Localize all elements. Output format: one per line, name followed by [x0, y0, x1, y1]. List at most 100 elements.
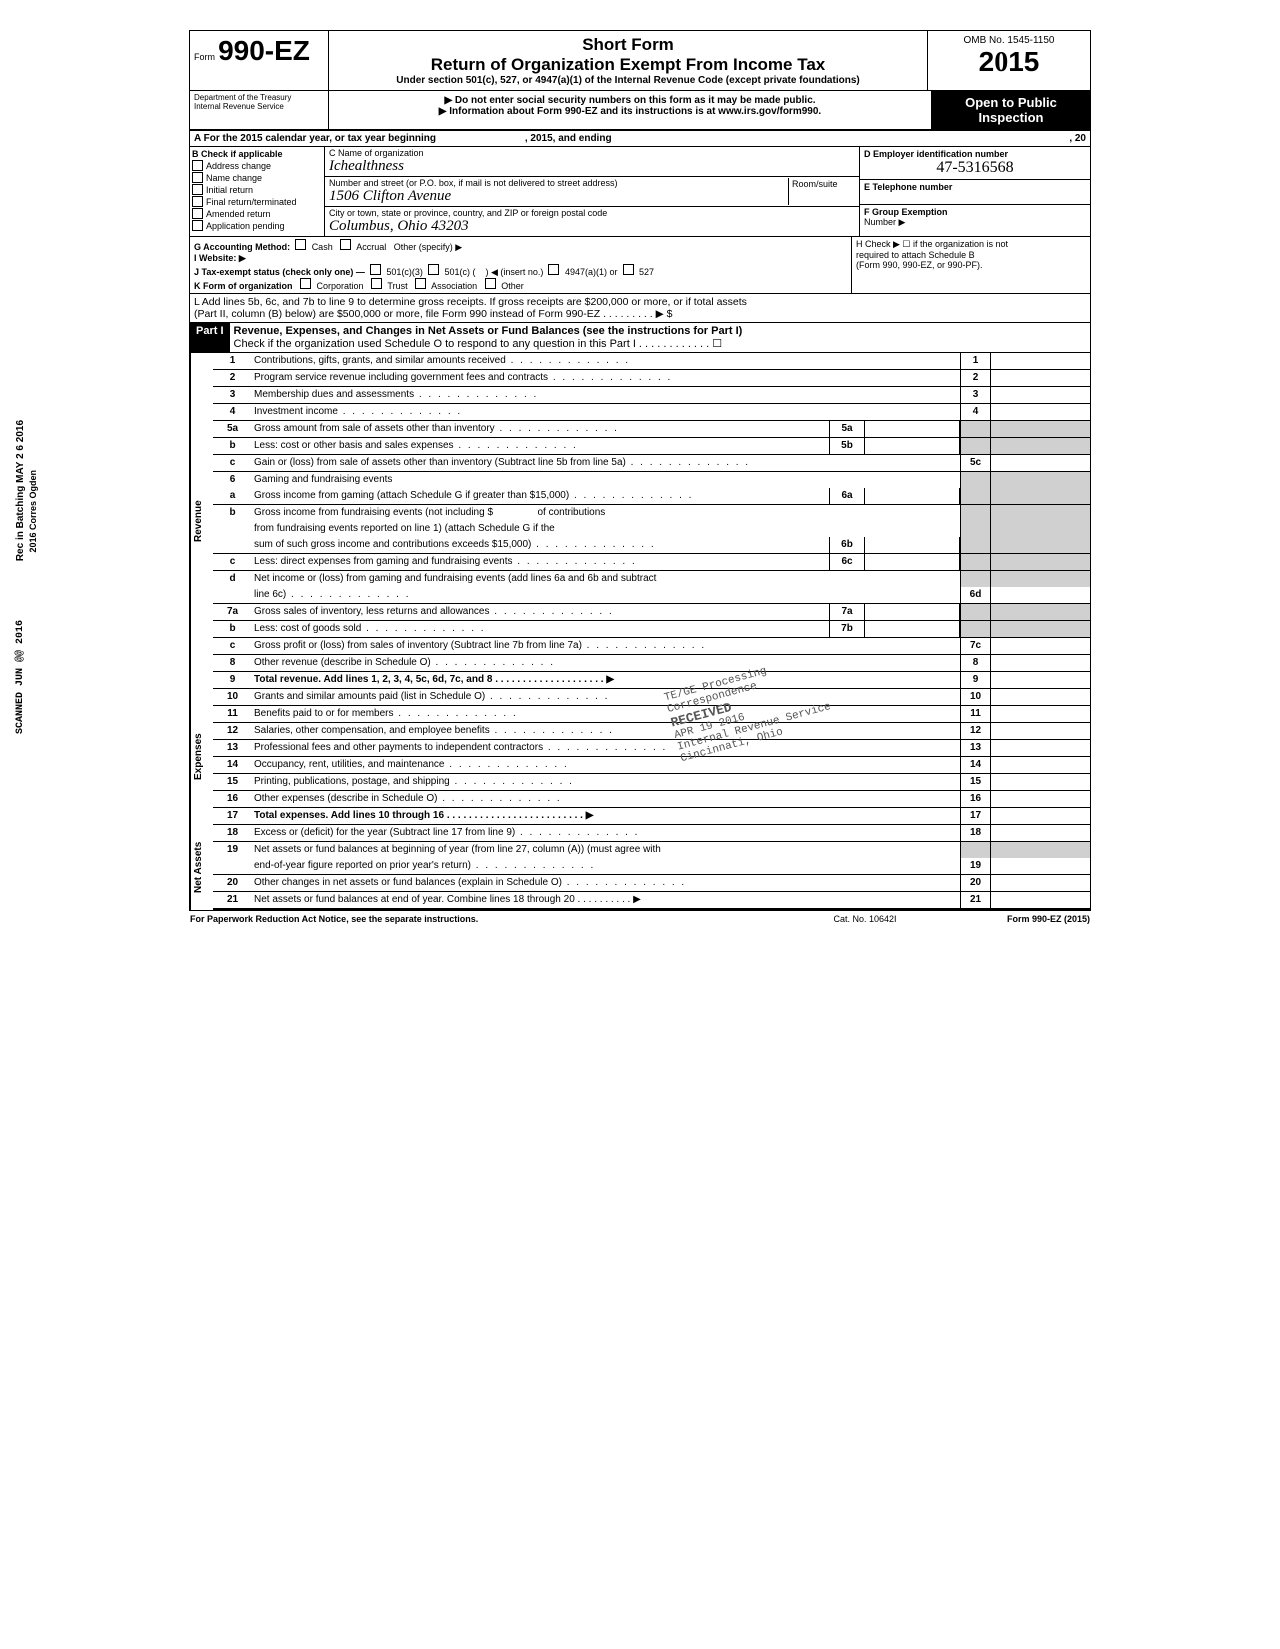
cb-application-pending[interactable]: Application pending	[192, 220, 322, 231]
notice1: ▶ Do not enter social security numbers o…	[333, 95, 927, 106]
subtitle: Under section 501(c), 527, or 4947(a)(1)…	[333, 75, 923, 86]
tax-year: 20201515	[934, 46, 1084, 79]
section-a-left: A For the 2015 calendar year, or tax yea…	[194, 133, 436, 144]
line-2: Program service revenue including govern…	[252, 370, 960, 386]
return-title: Return of Organization Exempt From Incom…	[333, 55, 923, 75]
notice-box: ▶ Do not enter social security numbers o…	[329, 91, 931, 129]
f-label: F Group Exemption	[864, 207, 1086, 217]
b-header: B Check if applicable	[192, 149, 322, 159]
short-form-label: Short Form	[333, 35, 923, 55]
row-ghijk: G Accounting Method: Cash Accrual Other …	[190, 237, 1090, 294]
line-4: Investment income	[252, 404, 960, 420]
city-value: Columbus, Ohio 43203	[329, 218, 855, 235]
e-label: E Telephone number	[864, 182, 1086, 192]
line-8: Other revenue (describe in Schedule O)	[252, 655, 960, 671]
line-12: Salaries, other compensation, and employ…	[252, 723, 960, 739]
omb-box: OMB No. 1545-1150 20201515	[927, 31, 1090, 90]
line-7a: Gross sales of inventory, less returns a…	[252, 604, 829, 620]
form-990ez-container: Form 990-EZ Short Form Return of Organiz…	[189, 30, 1091, 911]
f-sub: Number ▶	[864, 217, 1086, 228]
side-revenue: Revenue	[190, 353, 213, 689]
d-box: D Employer identification number 47-5316…	[860, 147, 1090, 180]
omb-number: OMB No. 1545-1150	[934, 35, 1084, 46]
part1-check-text: Check if the organization used Schedule …	[234, 338, 723, 350]
side-net-assets: Net Assets	[190, 825, 213, 910]
line-9: Total revenue. Add lines 1, 2, 3, 4, 5c,…	[252, 672, 960, 688]
org-name-value: Ichealthness	[329, 158, 855, 175]
line-5a: Gross amount from sale of assets other t…	[252, 421, 829, 437]
open-public2: Inspection	[936, 110, 1086, 125]
g-left: G Accounting Method: Cash Accrual Other …	[190, 237, 851, 293]
room-suite-label: Room/suite	[788, 178, 855, 205]
cb-address-change[interactable]: Address change	[192, 160, 322, 171]
header-row: Form 990-EZ Short Form Return of Organiz…	[190, 31, 1090, 91]
section-l: L Add lines 5b, 6c, and 7b to line 9 to …	[190, 294, 1090, 323]
row-bcdef: B Check if applicable Address change Nam…	[190, 147, 1090, 237]
line-6a: Gross income from gaming (attach Schedul…	[252, 488, 829, 504]
part1-header-row: Part I Revenue, Expenses, and Changes in…	[190, 323, 1090, 353]
line-6b: Gross income from fundraising events (no…	[252, 505, 960, 521]
line-7b: Less: cost of goods sold	[252, 621, 829, 637]
line-18: Excess or (deficit) for the year (Subtra…	[252, 825, 960, 841]
form-number-box: Form 990-EZ	[190, 31, 329, 90]
line-11: Benefits paid to or for members	[252, 706, 960, 722]
h-line1: H Check ▶ ☐ if the organization is not	[856, 239, 1086, 250]
col-def: D Employer identification number 47-5316…	[860, 147, 1090, 236]
cb-amended-return[interactable]: Amended return	[192, 208, 322, 219]
c-name-row: C Name of organization Ichealthness	[325, 147, 859, 177]
line-5c: Gain or (loss) from sale of assets other…	[252, 455, 960, 471]
line-14: Occupancy, rent, utilities, and maintena…	[252, 757, 960, 773]
dept-line1: Department of the Treasury	[194, 93, 324, 102]
line-10: Grants and similar amounts paid (list in…	[252, 689, 960, 705]
j-line: J Tax-exempt status (check only one) — 5…	[194, 264, 847, 278]
revenue-section: Revenue 1Contributions, gifts, grants, a…	[190, 353, 1090, 689]
h-line3: (Form 990, 990-EZ, or 990-PF).	[856, 260, 1086, 270]
line-15: Printing, publications, postage, and shi…	[252, 774, 960, 790]
street-value: 1506 Clifton Avenue	[329, 188, 788, 205]
expenses-section: Expenses 10Grants and similar amounts pa…	[190, 689, 1090, 825]
net-assets-section: Net Assets 18Excess or (deficit) for the…	[190, 825, 1090, 910]
footer-center: Cat. No. 10642I	[790, 914, 940, 924]
cb-name-change[interactable]: Name change	[192, 172, 322, 183]
c-name-label: C Name of organization	[329, 148, 855, 158]
c-city-label: City or town, state or province, country…	[329, 208, 855, 218]
c-city-row: City or town, state or province, country…	[325, 207, 859, 236]
cb-initial-return[interactable]: Initial return	[192, 184, 322, 195]
d-label: D Employer identification number	[864, 149, 1086, 159]
notice2: ▶ Information about Form 990-EZ and its …	[333, 106, 927, 117]
open-public1: Open to Public	[936, 95, 1086, 110]
l-text1: L Add lines 5b, 6c, and 7b to line 9 to …	[194, 296, 1086, 308]
i-line: I Website: ▶	[194, 253, 847, 264]
line-7c: Gross profit or (loss) from sales of inv…	[252, 638, 960, 654]
line-5b: Less: cost or other basis and sales expe…	[252, 438, 829, 454]
g-line: G Accounting Method: Cash Accrual Other …	[194, 239, 847, 253]
section-a-mid: , 2015, and ending	[525, 133, 612, 144]
line-17: Total expenses. Add lines 10 through 16 …	[252, 808, 960, 824]
col-c: C Name of organization Ichealthness Numb…	[325, 147, 860, 236]
c-street-row: Number and street (or P.O. box, if mail …	[325, 177, 859, 207]
line-6c: Less: direct expenses from gaming and fu…	[252, 554, 829, 570]
stamp-batching: Rec in Batching MAY 2 6 2016	[15, 420, 26, 561]
l-text2: (Part II, column (B) below) are $500,000…	[194, 308, 1086, 320]
cb-final-return[interactable]: Final return/terminated	[192, 196, 322, 207]
ein-value: 47-5316568	[864, 159, 1086, 177]
line-19: Net assets or fund balances at beginning…	[252, 842, 960, 858]
form-prefix: Form	[194, 52, 215, 62]
part1-title: Revenue, Expenses, and Changes in Net As…	[230, 323, 1090, 352]
side-expenses: Expenses	[190, 689, 213, 825]
title-box: Short Form Return of Organization Exempt…	[329, 31, 927, 90]
footer-left: For Paperwork Reduction Act Notice, see …	[190, 914, 790, 924]
k-line: K Form of organization Corporation Trust…	[194, 278, 847, 291]
line-21: Net assets or fund balances at end of ye…	[252, 892, 960, 908]
line-1: Contributions, gifts, grants, and simila…	[252, 353, 960, 369]
line-6d: Net income or (loss) from gaming and fun…	[252, 571, 960, 587]
line-20: Other changes in net assets or fund bala…	[252, 875, 960, 891]
stamp-scanned: SCANNED JUN @@ 2016	[15, 620, 26, 734]
part1-label: Part I	[190, 323, 230, 352]
f-box: F Group Exemption Number ▶	[860, 205, 1090, 230]
footer-right: Form 990-EZ (2015)	[940, 914, 1090, 924]
e-box: E Telephone number	[860, 180, 1090, 205]
line-16: Other expenses (describe in Schedule O)	[252, 791, 960, 807]
dept-row: Department of the Treasury Internal Reve…	[190, 91, 1090, 131]
footer: For Paperwork Reduction Act Notice, see …	[186, 911, 1094, 927]
